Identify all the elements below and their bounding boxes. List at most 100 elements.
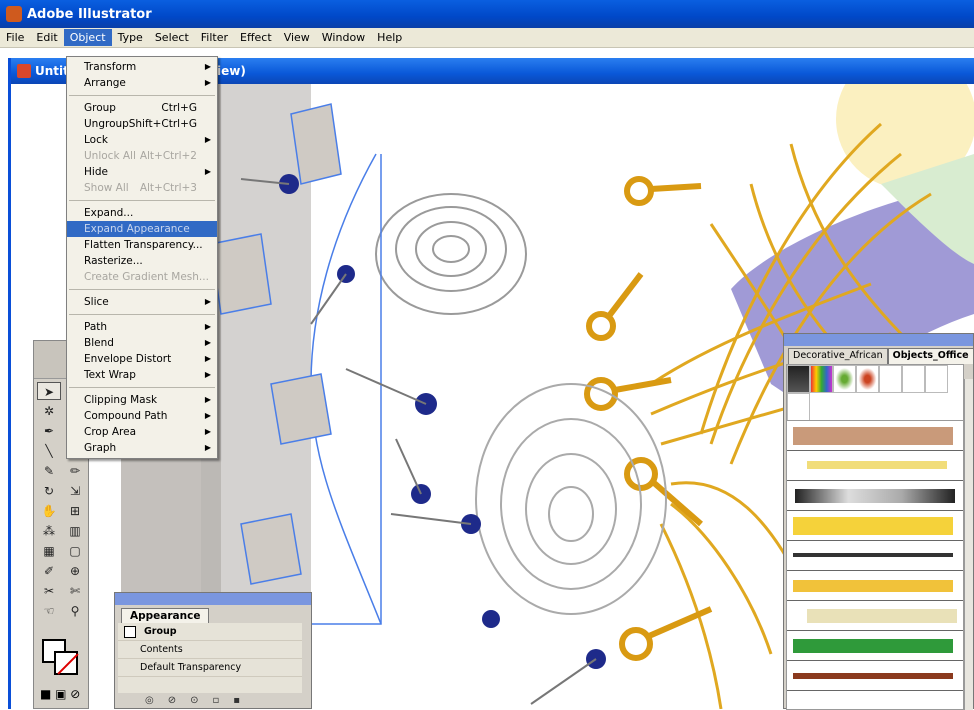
appearance-row-group[interactable]: Group xyxy=(118,623,302,641)
menu-item-label: Expand... xyxy=(84,207,134,219)
menu-item-expand-appearance[interactable]: Expand Appearance xyxy=(67,221,217,237)
submenu-arrow-icon: ▶ xyxy=(204,167,211,176)
menu-item-slice[interactable]: Slice ▶ xyxy=(67,294,217,310)
menu-separator xyxy=(69,387,215,388)
brush-row-bookmark[interactable] xyxy=(787,511,963,541)
menu-item-lock[interactable]: Lock ▶ xyxy=(67,132,217,148)
mesh-tool-icon[interactable]: ▦ xyxy=(43,544,55,558)
tab-objects-office[interactable]: Objects_Office xyxy=(887,348,974,364)
submenu-arrow-icon: ▶ xyxy=(204,427,211,436)
watering-cans xyxy=(210,103,342,585)
menu-edit[interactable]: Edit xyxy=(36,31,58,44)
menu-item-label: Path xyxy=(84,321,108,333)
pencil-brush-icon[interactable] xyxy=(902,365,925,393)
menu-view[interactable]: View xyxy=(283,31,310,44)
tab-decorative-african[interactable]: Decorative_African xyxy=(788,348,888,364)
brush-row-paintbrush[interactable] xyxy=(787,661,963,691)
screen-mode-buttons[interactable]: ■ ▣ ⊘ xyxy=(40,687,81,701)
menu-item-blend[interactable]: Blend ▶ xyxy=(67,335,217,351)
menu-item-crop-area[interactable]: Crop Area ▶ xyxy=(67,424,217,440)
menu-item-path[interactable]: Path ▶ xyxy=(67,319,217,335)
menu-item-label: Arrange xyxy=(84,77,126,89)
menu-item-label: Compound Path xyxy=(84,410,168,422)
scale-tool-icon[interactable]: ⇲ xyxy=(69,484,81,498)
zoom-tool-icon[interactable]: ⚲ xyxy=(70,604,80,618)
menu-item-compound-path[interactable]: Compound Path ▶ xyxy=(67,408,217,424)
menu-object[interactable]: Object xyxy=(63,29,112,46)
pushpin-brush-icon[interactable] xyxy=(856,365,879,393)
menu-item-expand[interactable]: Expand... xyxy=(67,205,217,221)
magic-wand-tool-icon[interactable]: ✲ xyxy=(43,404,55,418)
menu-item-label: Crop Area xyxy=(84,426,137,438)
rotate-tool-icon[interactable]: ↻ xyxy=(43,484,55,498)
brushes-tabs: Decorative_African Objects_Office xyxy=(784,348,974,364)
scissors-tool-icon[interactable]: ✄ xyxy=(69,584,81,598)
menu-type[interactable]: Type xyxy=(117,31,143,44)
menu-item-clipping-mask[interactable]: Clipping Mask ▶ xyxy=(67,392,217,408)
pencil-tool-icon[interactable]: ✏ xyxy=(69,464,81,478)
safety-pin-spiral xyxy=(475,383,667,615)
graph-tool-icon[interactable]: ▥ xyxy=(69,524,81,538)
binder-clip-brush-icon[interactable] xyxy=(787,365,810,393)
menu-effect[interactable]: Effect xyxy=(240,31,272,44)
menu-item-rasterize[interactable]: Rasterize... xyxy=(67,253,217,269)
menu-item-transform[interactable]: Transform ▶ xyxy=(67,59,217,75)
brush-row-tweezer[interactable] xyxy=(787,541,963,571)
clip-brush-icon[interactable] xyxy=(879,365,902,393)
submenu-arrow-icon: ▶ xyxy=(204,62,211,71)
eyedropper-tool-icon[interactable]: ✐ xyxy=(43,564,55,578)
menu-item-flatten-transparency[interactable]: Flatten Transparency... xyxy=(67,237,217,253)
slice-tool-icon[interactable]: ✂ xyxy=(43,584,55,598)
brush-row-eraser[interactable] xyxy=(787,601,963,631)
warp-tool-icon[interactable]: ✋ xyxy=(41,504,57,518)
menu-item-ungroup[interactable]: Ungroup Shift+Ctrl+G xyxy=(67,116,217,132)
menu-item-arrange[interactable]: Arrange ▶ xyxy=(67,75,217,91)
free-transform-tool-icon[interactable]: ⊞ xyxy=(69,504,81,518)
menu-item-graph[interactable]: Graph ▶ xyxy=(67,440,217,456)
document-title-right: iew) xyxy=(217,64,246,78)
menu-file[interactable]: File xyxy=(6,31,25,44)
markers-brush-icon[interactable] xyxy=(810,365,833,393)
appearance-row-contents[interactable]: Contents xyxy=(118,641,302,659)
brush-row-wood[interactable] xyxy=(787,421,963,451)
menu-item-label: Flatten Transparency... xyxy=(84,239,203,251)
scatter-brush-icon[interactable] xyxy=(833,365,856,393)
brush-row-green-marker[interactable] xyxy=(787,631,963,661)
blend-tool-icon[interactable]: ⊕ xyxy=(69,564,81,578)
menu-help[interactable]: Help xyxy=(377,31,403,44)
menu-item-group[interactable]: Group Ctrl+G xyxy=(67,100,217,116)
brush-row-glue-stick[interactable] xyxy=(787,481,963,511)
selection-tool-icon[interactable]: ➤ xyxy=(37,382,61,400)
menu-item-text-wrap[interactable]: Text Wrap ▶ xyxy=(67,367,217,383)
paintbrush-tool-icon[interactable]: ✎ xyxy=(43,464,55,478)
menu-item-label: Text Wrap xyxy=(84,369,136,381)
appearance-row-transparency[interactable]: Default Transparency xyxy=(118,659,302,677)
pen-tool-icon[interactable]: ✒ xyxy=(43,424,55,438)
document-icon xyxy=(17,64,31,78)
line-tool-icon[interactable]: ╲ xyxy=(45,444,53,458)
menu-item-envelope-distort[interactable]: Envelope Distort ▶ xyxy=(67,351,217,367)
clip-outline-brush-icon[interactable] xyxy=(787,393,810,421)
gradient-tool-icon[interactable]: ▢ xyxy=(69,544,81,558)
appearance-footer-icons[interactable]: ◎⊘⊙▫▪ xyxy=(145,695,255,706)
fill-stroke-swatch[interactable] xyxy=(42,639,79,677)
menu-filter[interactable]: Filter xyxy=(200,31,229,44)
brushes-scrollbar[interactable] xyxy=(964,379,973,710)
appearance-row-group-label: Group xyxy=(144,626,177,637)
symbol-sprayer-tool-icon[interactable]: ⁂ xyxy=(43,524,55,538)
submenu-arrow-icon: ▶ xyxy=(204,443,211,452)
hand-tool-icon[interactable]: ☜ xyxy=(43,604,55,618)
submenu-arrow-icon: ▶ xyxy=(204,338,211,347)
menu-window[interactable]: Window xyxy=(321,31,366,44)
menu-select[interactable]: Select xyxy=(154,31,189,44)
menu-separator xyxy=(69,314,215,315)
menu-item-label: Blend xyxy=(84,337,114,349)
paperclip-spiral xyxy=(375,193,527,315)
menu-item-hide[interactable]: Hide ▶ xyxy=(67,164,217,180)
brush-row-yellow-pencil[interactable] xyxy=(787,571,963,601)
knife-brush-icon[interactable] xyxy=(925,365,948,393)
menu-item-label: Unlock All xyxy=(84,150,136,162)
brush-row-pencil-shaving[interactable] xyxy=(787,451,963,481)
menu-separator xyxy=(69,289,215,290)
appearance-tab[interactable]: Appearance xyxy=(121,608,210,623)
